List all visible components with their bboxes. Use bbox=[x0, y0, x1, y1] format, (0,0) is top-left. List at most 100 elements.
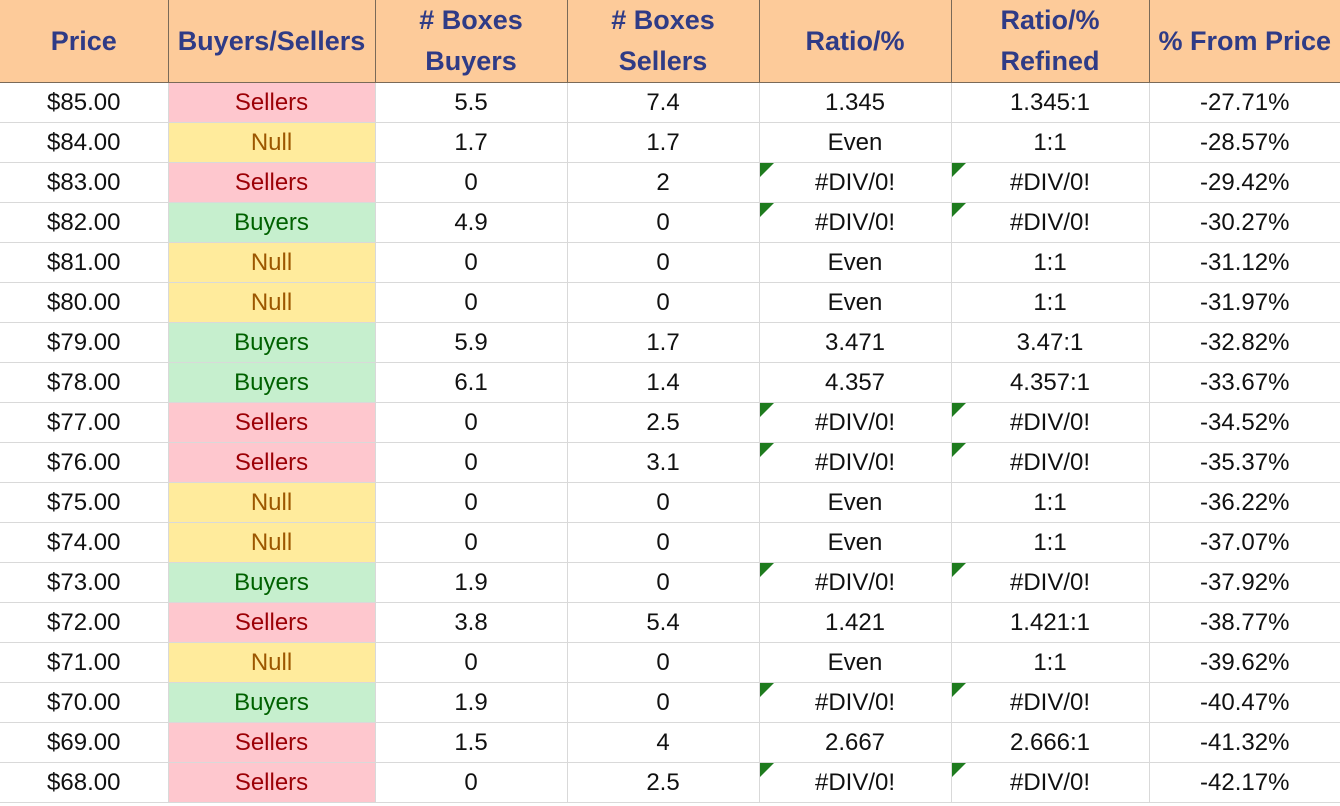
boxes-buyers-cell[interactable]: 0 bbox=[375, 642, 568, 683]
side-cell[interactable]: Null bbox=[168, 642, 376, 683]
from-price-cell[interactable]: -37.07% bbox=[1149, 522, 1340, 563]
side-cell[interactable]: Null bbox=[168, 282, 376, 323]
ratio-cell[interactable]: 3.471 bbox=[759, 322, 952, 363]
from-price-cell[interactable]: -31.97% bbox=[1149, 282, 1340, 323]
side-cell[interactable]: Buyers bbox=[168, 362, 376, 403]
column-header-buyers-sellers[interactable]: Buyers/Sellers bbox=[168, 0, 376, 83]
ratio-cell[interactable]: Even bbox=[759, 642, 952, 683]
boxes-buyers-cell[interactable]: 4.9 bbox=[375, 202, 568, 243]
from-price-cell[interactable]: -42.17% bbox=[1149, 762, 1340, 803]
boxes-sellers-cell[interactable]: 2.5 bbox=[567, 402, 760, 443]
from-price-cell[interactable]: -40.47% bbox=[1149, 682, 1340, 723]
side-cell[interactable]: Null bbox=[168, 122, 376, 163]
side-cell[interactable]: Buyers bbox=[168, 682, 376, 723]
column-header-ratio-refined[interactable]: Ratio/% Refined bbox=[951, 0, 1150, 83]
price-cell[interactable]: $77.00 bbox=[0, 402, 169, 443]
boxes-buyers-cell[interactable]: 0 bbox=[375, 482, 568, 523]
from-price-cell[interactable]: -41.32% bbox=[1149, 722, 1340, 763]
side-cell[interactable]: Null bbox=[168, 242, 376, 283]
ratio-refined-cell[interactable]: 1.345:1 bbox=[951, 82, 1150, 123]
side-cell[interactable]: Sellers bbox=[168, 442, 376, 483]
boxes-sellers-cell[interactable]: 0 bbox=[567, 642, 760, 683]
ratio-cell[interactable]: 2.667 bbox=[759, 722, 952, 763]
from-price-cell[interactable]: -27.71% bbox=[1149, 82, 1340, 123]
ratio-cell[interactable]: 1.421 bbox=[759, 602, 952, 643]
column-header-price[interactable]: Price bbox=[0, 0, 169, 83]
ratio-refined-cell[interactable]: #DIV/0! bbox=[951, 202, 1150, 243]
ratio-refined-cell[interactable]: 3.47:1 bbox=[951, 322, 1150, 363]
ratio-cell[interactable]: Even bbox=[759, 282, 952, 323]
from-price-cell[interactable]: -37.92% bbox=[1149, 562, 1340, 603]
ratio-refined-cell[interactable]: #DIV/0! bbox=[951, 762, 1150, 803]
column-header-boxes-buyers[interactable]: # Boxes Buyers bbox=[375, 0, 568, 83]
side-cell[interactable]: Sellers bbox=[168, 82, 376, 123]
price-cell[interactable]: $84.00 bbox=[0, 122, 169, 163]
boxes-buyers-cell[interactable]: 3.8 bbox=[375, 602, 568, 643]
boxes-sellers-cell[interactable]: 4 bbox=[567, 722, 760, 763]
ratio-refined-cell[interactable]: #DIV/0! bbox=[951, 442, 1150, 483]
from-price-cell[interactable]: -33.67% bbox=[1149, 362, 1340, 403]
price-cell[interactable]: $82.00 bbox=[0, 202, 169, 243]
from-price-cell[interactable]: -31.12% bbox=[1149, 242, 1340, 283]
from-price-cell[interactable]: -29.42% bbox=[1149, 162, 1340, 203]
ratio-cell[interactable]: #DIV/0! bbox=[759, 682, 952, 723]
boxes-buyers-cell[interactable]: 0 bbox=[375, 522, 568, 563]
from-price-cell[interactable]: -35.37% bbox=[1149, 442, 1340, 483]
side-cell[interactable]: Buyers bbox=[168, 202, 376, 243]
boxes-buyers-cell[interactable]: 1.9 bbox=[375, 682, 568, 723]
price-cell[interactable]: $85.00 bbox=[0, 82, 169, 123]
boxes-buyers-cell[interactable]: 5.9 bbox=[375, 322, 568, 363]
boxes-sellers-cell[interactable]: 7.4 bbox=[567, 82, 760, 123]
ratio-cell[interactable]: 4.357 bbox=[759, 362, 952, 403]
boxes-buyers-cell[interactable]: 0 bbox=[375, 762, 568, 803]
side-cell[interactable]: Buyers bbox=[168, 322, 376, 363]
ratio-refined-cell[interactable]: 1.421:1 bbox=[951, 602, 1150, 643]
side-cell[interactable]: Sellers bbox=[168, 762, 376, 803]
ratio-cell[interactable]: Even bbox=[759, 522, 952, 563]
ratio-refined-cell[interactable]: #DIV/0! bbox=[951, 682, 1150, 723]
ratio-refined-cell[interactable]: #DIV/0! bbox=[951, 162, 1150, 203]
boxes-sellers-cell[interactable]: 2 bbox=[567, 162, 760, 203]
price-cell[interactable]: $79.00 bbox=[0, 322, 169, 363]
from-price-cell[interactable]: -36.22% bbox=[1149, 482, 1340, 523]
column-header-boxes-sellers[interactable]: # Boxes Sellers bbox=[567, 0, 760, 83]
boxes-sellers-cell[interactable]: 0 bbox=[567, 242, 760, 283]
ratio-refined-cell[interactable]: 1:1 bbox=[951, 122, 1150, 163]
ratio-refined-cell[interactable]: 1:1 bbox=[951, 522, 1150, 563]
ratio-refined-cell[interactable]: 2.666:1 bbox=[951, 722, 1150, 763]
ratio-cell[interactable]: #DIV/0! bbox=[759, 402, 952, 443]
ratio-cell[interactable]: #DIV/0! bbox=[759, 562, 952, 603]
ratio-refined-cell[interactable]: 4.357:1 bbox=[951, 362, 1150, 403]
boxes-sellers-cell[interactable]: 2.5 bbox=[567, 762, 760, 803]
boxes-sellers-cell[interactable]: 0 bbox=[567, 522, 760, 563]
side-cell[interactable]: Null bbox=[168, 482, 376, 523]
side-cell[interactable]: Sellers bbox=[168, 602, 376, 643]
price-cell[interactable]: $71.00 bbox=[0, 642, 169, 683]
price-cell[interactable]: $73.00 bbox=[0, 562, 169, 603]
boxes-buyers-cell[interactable]: 1.9 bbox=[375, 562, 568, 603]
boxes-buyers-cell[interactable]: 1.5 bbox=[375, 722, 568, 763]
boxes-buyers-cell[interactable]: 0 bbox=[375, 242, 568, 283]
side-cell[interactable]: Sellers bbox=[168, 402, 376, 443]
boxes-sellers-cell[interactable]: 1.7 bbox=[567, 122, 760, 163]
column-header-from-price[interactable]: % From Price bbox=[1149, 0, 1340, 83]
boxes-buyers-cell[interactable]: 5.5 bbox=[375, 82, 568, 123]
price-cell[interactable]: $69.00 bbox=[0, 722, 169, 763]
boxes-sellers-cell[interactable]: 0 bbox=[567, 482, 760, 523]
ratio-refined-cell[interactable]: #DIV/0! bbox=[951, 402, 1150, 443]
ratio-refined-cell[interactable]: 1:1 bbox=[951, 242, 1150, 283]
price-cell[interactable]: $76.00 bbox=[0, 442, 169, 483]
boxes-buyers-cell[interactable]: 0 bbox=[375, 282, 568, 323]
boxes-buyers-cell[interactable]: 1.7 bbox=[375, 122, 568, 163]
from-price-cell[interactable]: -39.62% bbox=[1149, 642, 1340, 683]
boxes-buyers-cell[interactable]: 0 bbox=[375, 162, 568, 203]
boxes-sellers-cell[interactable]: 3.1 bbox=[567, 442, 760, 483]
ratio-cell[interactable]: 1.345 bbox=[759, 82, 952, 123]
ratio-cell[interactable]: #DIV/0! bbox=[759, 762, 952, 803]
from-price-cell[interactable]: -30.27% bbox=[1149, 202, 1340, 243]
ratio-refined-cell[interactable]: 1:1 bbox=[951, 282, 1150, 323]
ratio-refined-cell[interactable]: #DIV/0! bbox=[951, 562, 1150, 603]
ratio-cell[interactable]: Even bbox=[759, 242, 952, 283]
side-cell[interactable]: Sellers bbox=[168, 722, 376, 763]
side-cell[interactable]: Sellers bbox=[168, 162, 376, 203]
